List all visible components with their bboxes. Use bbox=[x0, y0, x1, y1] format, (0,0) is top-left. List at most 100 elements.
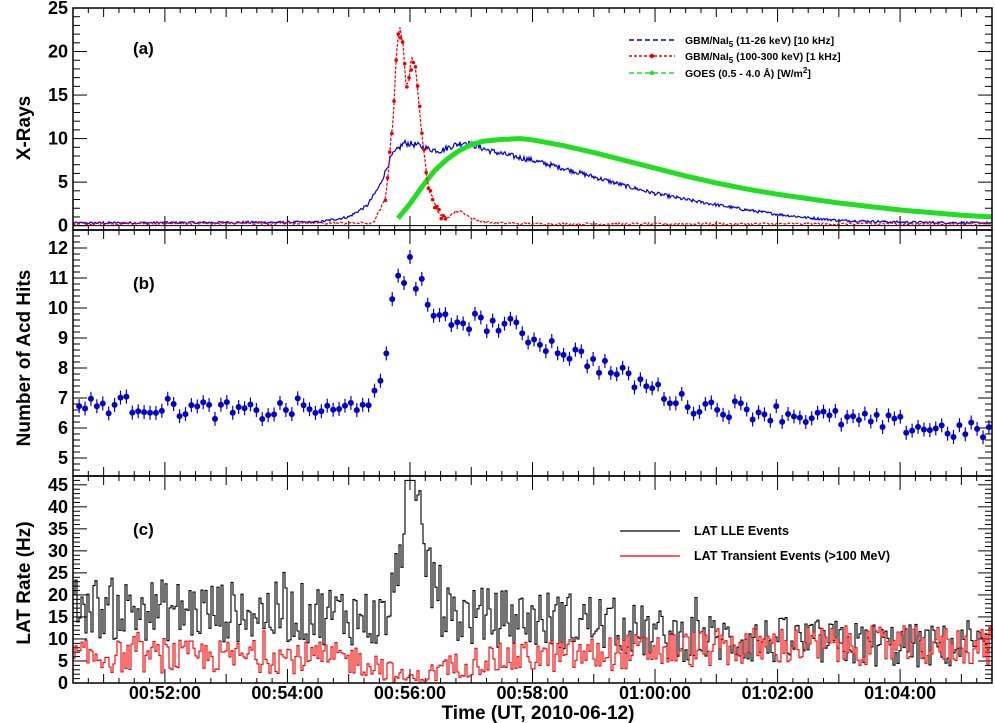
acd-point bbox=[773, 403, 780, 410]
acd-point bbox=[767, 417, 774, 424]
acd-point bbox=[655, 381, 662, 388]
acd-point bbox=[566, 355, 573, 362]
acd-point bbox=[684, 404, 691, 411]
legend-marker-1 bbox=[649, 53, 655, 59]
acd-point bbox=[519, 330, 526, 337]
panel-b-tag: (b) bbox=[133, 274, 155, 293]
acd-point bbox=[974, 425, 981, 432]
acd-point bbox=[915, 423, 922, 430]
acd-point bbox=[424, 301, 431, 308]
acd-point bbox=[235, 403, 242, 410]
y-tick-label: 25 bbox=[48, 0, 68, 18]
acd-point bbox=[985, 424, 992, 431]
acd-point bbox=[164, 395, 171, 402]
acd-point bbox=[217, 401, 224, 408]
series-gbm-11-26kev bbox=[72, 138, 993, 226]
x-tick-label: 01:00:00 bbox=[619, 683, 691, 703]
acd-point bbox=[832, 407, 839, 414]
acd-point bbox=[968, 419, 975, 426]
acd-point bbox=[897, 413, 904, 420]
acd-point bbox=[525, 339, 532, 346]
acd-point bbox=[495, 327, 502, 334]
acd-point bbox=[554, 350, 561, 357]
acd-point bbox=[436, 312, 443, 319]
series-gbm-100-300kev-point bbox=[392, 99, 396, 103]
acd-point bbox=[737, 400, 744, 407]
acd-point bbox=[253, 407, 260, 414]
acd-point bbox=[129, 409, 136, 416]
acd-point bbox=[448, 321, 455, 328]
panel-c-legend: LAT LLE Events LAT Transient Events (>10… bbox=[620, 524, 890, 563]
series-gbm-100-300kev-point bbox=[411, 60, 416, 65]
series-gbm-100-300kev-point bbox=[396, 32, 401, 36]
series-gbm-100-300kev-point bbox=[383, 198, 388, 203]
acd-point bbox=[926, 427, 933, 434]
y-tick-label: 15 bbox=[48, 85, 68, 105]
acd-point bbox=[471, 310, 478, 317]
acd-point bbox=[389, 296, 396, 303]
y-tick-label: 30 bbox=[48, 541, 68, 561]
y-tick-label: 7 bbox=[58, 388, 68, 408]
acd-point bbox=[430, 312, 437, 319]
acd-point bbox=[294, 395, 301, 402]
acd-point bbox=[123, 393, 130, 400]
acd-point bbox=[690, 410, 697, 417]
acd-point bbox=[176, 413, 183, 420]
panel-b-ticks bbox=[72, 229, 993, 477]
acd-point bbox=[359, 401, 366, 408]
series-gbm-100-300kev-point bbox=[435, 204, 439, 209]
y-tick-label: 5 bbox=[58, 448, 68, 468]
acd-point bbox=[288, 411, 295, 418]
acd-point bbox=[483, 328, 490, 335]
acd-point bbox=[194, 403, 201, 410]
acd-point bbox=[353, 407, 360, 414]
acd-point bbox=[135, 408, 142, 415]
panel-b-y-tick-labels: 5 6 7 8 9 10 11 12 bbox=[48, 238, 68, 468]
acd-point bbox=[560, 351, 567, 358]
acd-point bbox=[282, 406, 289, 413]
acd-point bbox=[607, 369, 614, 376]
acd-point bbox=[814, 409, 821, 416]
acd-point bbox=[271, 411, 278, 418]
acd-point bbox=[513, 319, 520, 326]
panel-a-legend: GBM/NaI5 (11-26 keV) [10 kHz] GBM/NaI5 (1… bbox=[629, 35, 841, 80]
panel-c-frame bbox=[72, 475, 993, 684]
acd-point bbox=[885, 412, 892, 419]
acd-point bbox=[980, 434, 987, 441]
series-lat-lle bbox=[73, 479, 993, 668]
acd-point bbox=[477, 314, 484, 321]
acd-point bbox=[341, 402, 348, 409]
series-gbm-100-300kev-point bbox=[400, 40, 405, 44]
series-gbm-100-300kev-point bbox=[409, 68, 413, 72]
series-gbm-100-300kev-point bbox=[387, 150, 392, 154]
acd-point bbox=[820, 408, 827, 415]
acd-point bbox=[300, 402, 307, 409]
acd-point bbox=[643, 383, 650, 390]
y-tick-label: 20 bbox=[48, 42, 68, 62]
acd-point bbox=[785, 411, 792, 418]
acd-point bbox=[247, 401, 254, 408]
acd-point bbox=[601, 357, 608, 364]
panel-a-y-tick-labels: 0 5 10 15 20 25 bbox=[48, 0, 68, 236]
acd-point bbox=[613, 371, 620, 378]
legend-marker-2 bbox=[649, 70, 655, 76]
acd-point bbox=[891, 415, 898, 422]
x-tick-label: 00:54:00 bbox=[251, 683, 323, 703]
acd-point bbox=[743, 406, 750, 413]
acd-point bbox=[590, 356, 597, 363]
acd-point bbox=[844, 413, 851, 420]
acd-point bbox=[330, 406, 337, 413]
acd-point bbox=[879, 423, 886, 430]
acd-point bbox=[170, 401, 177, 408]
acd-point bbox=[666, 400, 673, 407]
series-gbm-100-300kev-point bbox=[430, 197, 435, 202]
acd-point bbox=[873, 411, 880, 418]
panel-b-series bbox=[76, 250, 992, 445]
acd-point bbox=[838, 421, 845, 428]
acd-point bbox=[212, 415, 219, 422]
acd-point bbox=[850, 413, 857, 420]
acd-point bbox=[938, 422, 945, 429]
panel-c-tag: (c) bbox=[133, 520, 154, 539]
y-tick-label: 5 bbox=[58, 172, 68, 192]
